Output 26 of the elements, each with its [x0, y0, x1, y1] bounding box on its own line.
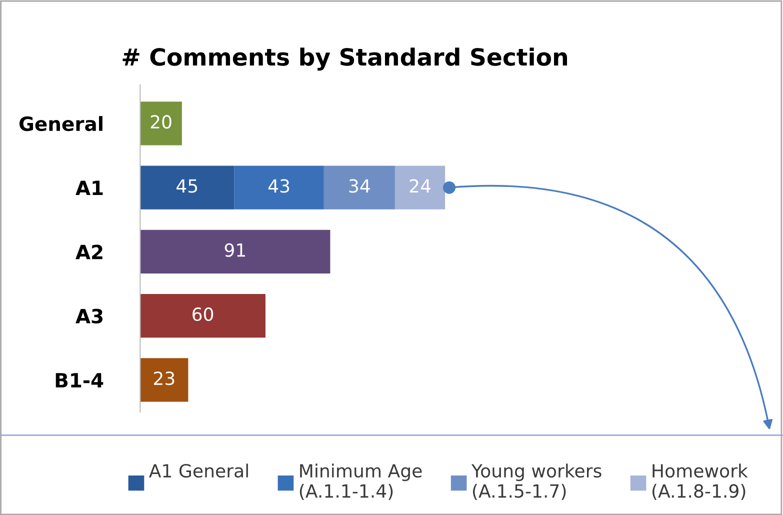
y-tick-label: B1-4	[56, 373, 104, 388]
y-tick-label: A3	[76, 308, 102, 324]
bar	[140, 358, 188, 402]
bar	[234, 166, 324, 210]
data-label: 24	[410, 179, 430, 193]
y-tick-label: General	[19, 116, 102, 132]
legend-label: Young workers (A.1.5-1.7)	[471, 464, 602, 500]
y-tick-label: A1	[76, 180, 103, 195]
chart-title: # Comments by Standard Section	[122, 48, 567, 71]
bar	[140, 166, 234, 210]
bar	[140, 294, 266, 338]
legend-label: Minimum Age (A.1.1-1.4)	[300, 464, 422, 500]
bar	[140, 230, 330, 274]
data-label: 23	[154, 372, 174, 386]
data-label: 60	[192, 307, 214, 322]
data-label: 34	[349, 179, 370, 193]
data-label: 20	[150, 115, 172, 129]
data-label: 91	[224, 243, 246, 257]
bar	[394, 166, 446, 210]
data-label: 43	[268, 179, 290, 193]
y-tick-label: A2	[76, 244, 102, 260]
legend-label: Homework (A.1.8-1.9)	[652, 464, 748, 500]
bar	[140, 102, 182, 146]
legend-label: A1 General	[149, 464, 248, 478]
data-label: 45	[176, 179, 198, 193]
bar	[324, 166, 395, 210]
